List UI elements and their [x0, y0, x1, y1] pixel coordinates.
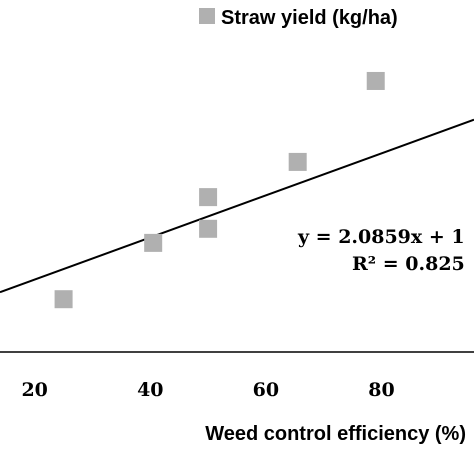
legend-marker — [199, 8, 215, 24]
data-point — [199, 188, 218, 207]
x-tick-label: 60 — [253, 379, 279, 401]
trendline-equation: y = 2.0859x + 1 — [297, 226, 465, 248]
plot-area — [0, 71, 474, 309]
legend-label: Straw yield (kg/ha) — [221, 7, 398, 29]
x-axis-label: Weed control efficiency (%) — [205, 423, 466, 445]
x-tick-label: 80 — [368, 379, 394, 401]
x-tick-label: 20 — [21, 379, 47, 401]
x-tick-labels: 20 40 60 80 — [21, 379, 394, 401]
data-point — [288, 152, 307, 171]
x-tick-label: 40 — [137, 379, 163, 401]
data-point — [366, 71, 385, 90]
r-squared-label: R² = 0.825 — [352, 253, 465, 275]
data-point — [54, 290, 73, 309]
legend: Straw yield (kg/ha) — [199, 7, 398, 29]
data-point — [144, 233, 163, 252]
data-point — [199, 219, 218, 238]
trendline — [0, 118, 474, 294]
